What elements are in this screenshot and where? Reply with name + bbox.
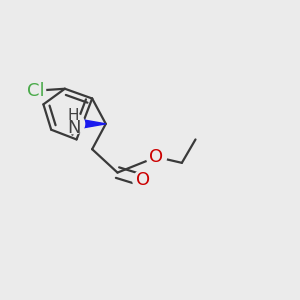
Text: O: O bbox=[149, 148, 164, 166]
Circle shape bbox=[26, 81, 46, 101]
Polygon shape bbox=[75, 118, 106, 129]
Text: O: O bbox=[136, 171, 150, 189]
Circle shape bbox=[64, 114, 85, 134]
Text: H: H bbox=[68, 108, 80, 123]
Circle shape bbox=[133, 170, 153, 190]
Circle shape bbox=[146, 147, 167, 167]
Text: N: N bbox=[67, 119, 80, 137]
Text: Cl: Cl bbox=[27, 82, 44, 100]
